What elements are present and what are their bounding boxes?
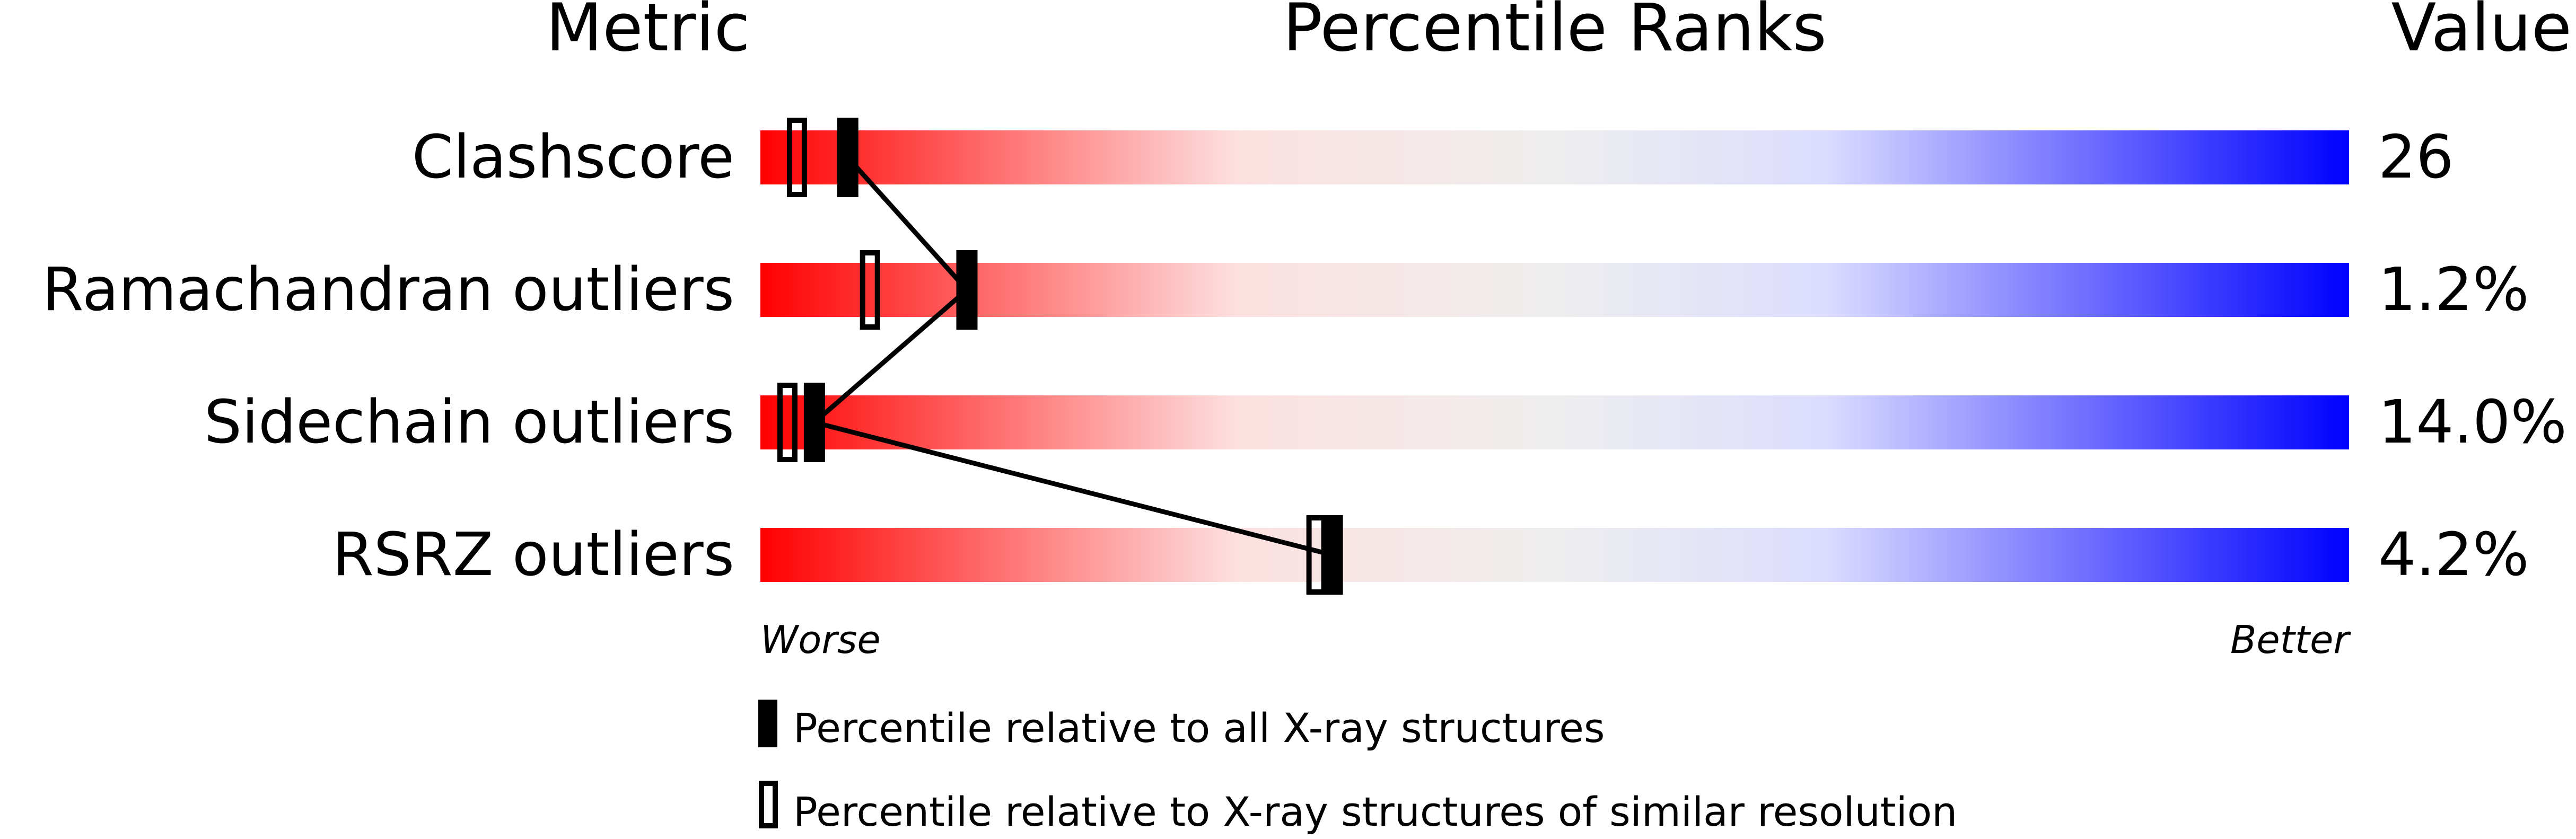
header-percentile: Percentile Ranks <box>1283 0 1827 66</box>
metric-label: Clashscore <box>412 123 734 192</box>
legend-open-marker-icon <box>759 781 778 828</box>
metric-label: RSRZ outliers <box>332 520 734 589</box>
metric-value: 14.0% <box>2378 388 2567 457</box>
axis-worse-label: Worse <box>760 617 881 662</box>
metric-value: 26 <box>2378 123 2454 192</box>
metric-value: 4.2% <box>2378 520 2529 589</box>
percentile-bar <box>760 395 2349 449</box>
connector-line <box>813 420 1333 558</box>
connector-line <box>846 155 969 292</box>
connector-line <box>812 288 969 425</box>
legend-similar: Percentile relative to X-ray structures … <box>793 788 1957 835</box>
percentile-bar <box>760 528 2349 582</box>
marker-all-structures <box>1321 515 1343 595</box>
marker-similar-resolution <box>777 383 798 462</box>
percentile-bar <box>760 263 2349 317</box>
marker-all-structures <box>837 118 858 197</box>
header-metric: Metric <box>546 0 750 66</box>
marker-similar-resolution <box>786 118 807 197</box>
metric-value: 1.2% <box>2378 255 2529 324</box>
marker-all-structures <box>956 250 978 330</box>
percentile-bar <box>760 130 2349 184</box>
metric-label: Sidechain outliers <box>204 388 734 457</box>
legend-all: Percentile relative to all X-ray structu… <box>793 704 1605 752</box>
header-value: Value <box>2391 0 2572 66</box>
axis-better-label: Better <box>2230 617 2351 662</box>
metric-label: Ramachandran outliers <box>42 255 734 324</box>
marker-similar-resolution <box>860 250 880 330</box>
legend-filled-marker-icon <box>758 700 777 747</box>
marker-all-structures <box>803 383 825 462</box>
